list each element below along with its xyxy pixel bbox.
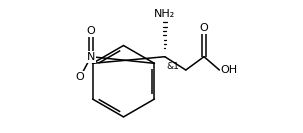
- Text: NH₂: NH₂: [154, 9, 175, 19]
- Text: N: N: [87, 52, 95, 62]
- Text: &1: &1: [166, 62, 179, 71]
- Text: O: O: [87, 26, 95, 36]
- Text: O: O: [200, 23, 208, 33]
- Text: OH: OH: [220, 65, 237, 75]
- Text: O: O: [76, 72, 85, 82]
